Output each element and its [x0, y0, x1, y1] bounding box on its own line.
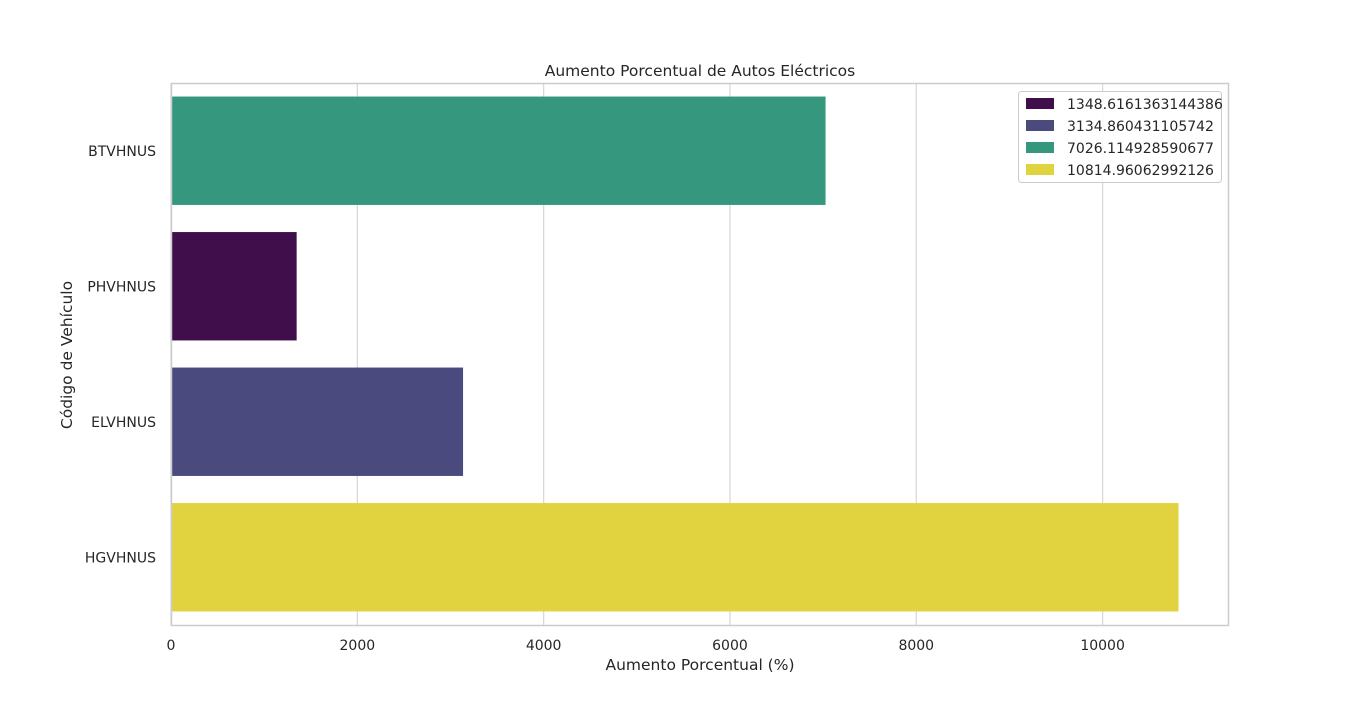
y-tick-labels: BTVHNUS PHVHNUS ELVHNUS HGVHNUS [85, 144, 156, 567]
x-tick-label: 4000 [526, 638, 562, 654]
y-tick-label: PHVHNUS [87, 279, 156, 295]
legend-swatch [1026, 164, 1054, 175]
legend-items: 1348.6161363144386 3134.860431105742 7026.… [1026, 97, 1223, 179]
legend-label: 7026.114928590677 [1067, 141, 1214, 157]
y-tick-label: BTVHNUS [88, 144, 156, 160]
x-tick-labels: 0 2000 4000 6000 8000 10000 [167, 638, 1125, 654]
legend-swatch [1026, 142, 1054, 153]
bar-phvhnus [171, 232, 297, 341]
plot-frame [170, 82, 1230, 627]
bar-btvhnus [171, 96, 826, 205]
y-tick-label: HGVHNUS [85, 550, 156, 566]
legend: 1348.6161363144386 3134.860431105742 7026.… [1018, 91, 1223, 183]
legend-label: 3134.860431105742 [1067, 119, 1214, 135]
x-tick-label: 6000 [712, 638, 748, 654]
x-tick-label: 2000 [340, 638, 376, 654]
bar-elvhnus [171, 367, 464, 476]
y-axis-label: Código de Vehículo [58, 281, 76, 429]
legend-swatch [1026, 98, 1054, 109]
legend-label: 1348.6161363144386 [1067, 97, 1223, 113]
chart-title: Aumento Porcentual de Autos Eléctricos [545, 62, 855, 80]
bar-layer [171, 96, 1179, 612]
x-tick-label: 8000 [898, 638, 934, 654]
x-tick-label: 0 [167, 638, 176, 654]
legend-label: 10814.96062992126 [1067, 163, 1214, 179]
x-tick-label: 10000 [1080, 638, 1125, 654]
y-tick-label: ELVHNUS [91, 415, 156, 431]
bar-hgvhnus [171, 503, 1179, 612]
legend-swatch [1026, 120, 1054, 131]
legend-box [1018, 91, 1222, 183]
x-axis-label: Aumento Porcentual (%) [605, 656, 794, 674]
